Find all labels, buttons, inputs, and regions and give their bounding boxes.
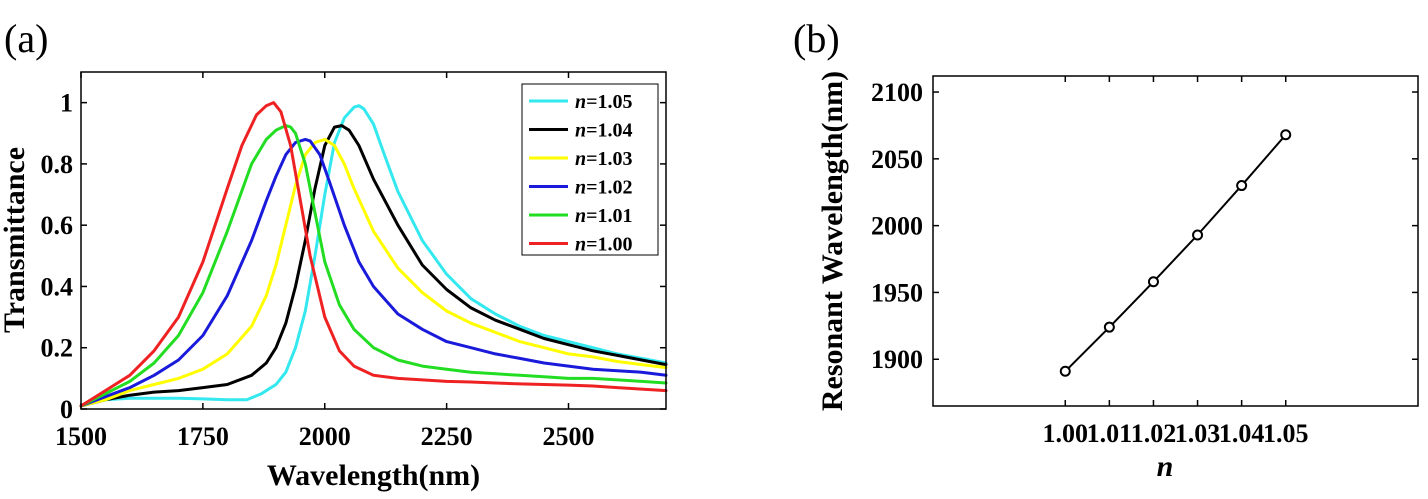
panel-a-legend-value: =1.02 — [586, 177, 632, 199]
panel-a-y-tick-label: 0.6 — [41, 211, 74, 240]
panel-b-y-tick-label: 2100 — [871, 78, 923, 107]
panel-a-curves — [79, 101, 668, 408]
panel-a-legend-value: =1.00 — [586, 234, 632, 256]
panel-b-y-tick-label: 1900 — [871, 345, 923, 374]
panel-a-legend-entry-5: n=1.00 — [575, 234, 633, 256]
panel-b-y-tick-label: 2000 — [871, 212, 923, 241]
panel-a-legend-box — [521, 83, 659, 256]
panel-a-y-axis-title: Transmittance — [0, 147, 31, 333]
panel-b-chart: (b) 1.001.011.021.031.041.05 1900 1950 200… — [793, 16, 1419, 483]
panel-a-legend-value: =1.03 — [586, 148, 632, 170]
panel-b-y-ticks: 1900 1950 2000 2050 2100 — [871, 78, 1418, 374]
panel-a-legend-var: n — [575, 205, 586, 227]
panel-a-y-tick-label: 0 — [60, 395, 73, 424]
panel-a-y-tick-label: 1 — [60, 89, 73, 118]
panel-b-data-point — [1192, 229, 1204, 241]
panel-a-legend-value: =1.01 — [586, 205, 632, 227]
panel-a-x-tick-label: 1750 — [177, 422, 229, 451]
panel-a-series-line-0 — [79, 104, 668, 408]
panel-a-x-tick-label: 1500 — [55, 422, 107, 451]
panel-a-series-line-2 — [79, 137, 668, 408]
panel-a-x-tick-label: 2500 — [543, 422, 595, 451]
panel-b-y-tick-label: 1950 — [871, 278, 923, 307]
panel-a-x-axis-title: Wavelength(nm) — [267, 459, 480, 492]
panel-b-data-point — [1059, 365, 1071, 377]
panel-a-series-line-1 — [79, 124, 668, 408]
panel-a-legend-entry-0: n=1.05 — [575, 91, 633, 113]
panel-b-x-axis-title: n — [1157, 450, 1174, 483]
panel-b-data-point — [1103, 321, 1115, 333]
panel-b-x-tick-label: 1.03 — [1175, 419, 1221, 448]
panel-b-series — [1059, 129, 1292, 377]
panel-a-legend-var: n — [575, 234, 586, 256]
panel-b-series-line — [1064, 134, 1287, 373]
panel-a-y-ticks: 0 0.2 0.4 0.6 0.8 1 — [41, 89, 666, 424]
panel-b-x-ticks: 1.001.011.021.031.041.05 — [1043, 76, 1309, 448]
panel-b-axes-box — [932, 75, 1419, 407]
panel-a-legend-entry-4: n=1.01 — [575, 205, 633, 227]
panel-a-axes-box — [80, 71, 667, 410]
panel-a-legend: n=1.05n=1.04n=1.03n=1.02n=1.01n=1.00 — [521, 83, 659, 256]
panel-b-x-tick-label: 1.01 — [1087, 419, 1133, 448]
panel-a-legend-var: n — [575, 120, 586, 142]
panel-a-x-ticks: 1500 1750 2000 2250 2500 — [55, 72, 595, 451]
panel-b-x-tick-label: 1.00 — [1043, 419, 1089, 448]
panel-a-legend-entry-2: n=1.03 — [575, 148, 633, 170]
panel-b-y-tick-label: 2050 — [871, 145, 923, 174]
panel-a-legend-value: =1.05 — [586, 91, 632, 113]
panel-a-y-tick-label: 0.8 — [41, 150, 74, 179]
panel-a-x-tick-label: 2000 — [299, 422, 351, 451]
panel-b-x-tick-label: 1.05 — [1263, 419, 1309, 448]
panel-a-legend-var: n — [575, 148, 586, 170]
panel-a-series-line-5 — [79, 101, 668, 408]
panel-a-chart: (a) 1500 1750 2000 2250 2500 00.20.40.60.81 … — [0, 16, 668, 492]
panel-a-legend-entry-1: n=1.04 — [575, 120, 633, 142]
panel-b-label: (b) — [793, 16, 840, 61]
panel-b-data-point — [1280, 129, 1292, 141]
panel-a-legend-entry-3: n=1.02 — [575, 177, 633, 199]
panel-a-series-line-3 — [79, 137, 668, 408]
panel-a-y-tick-label: 0.2 — [41, 334, 74, 363]
panel-a-y-tick-label: 0.4 — [41, 272, 74, 301]
panel-a-legend-var: n — [575, 177, 586, 199]
panel-b-x-tick-label: 1.04 — [1219, 419, 1265, 448]
panel-a-series-line-4 — [79, 124, 668, 408]
panel-b-y-axis-title: Resonant Wavelength(nm) — [816, 71, 849, 411]
panel-b-x-tick-label: 1.02 — [1131, 419, 1177, 448]
panel-b-data-point — [1236, 180, 1248, 192]
panel-a-legend-value: =1.04 — [586, 120, 632, 142]
panel-a-label: (a) — [4, 16, 48, 61]
panel-a-x-tick-label: 2250 — [421, 422, 473, 451]
panel-b-data-point — [1147, 276, 1159, 288]
panel-a-legend-var: n — [575, 91, 586, 113]
